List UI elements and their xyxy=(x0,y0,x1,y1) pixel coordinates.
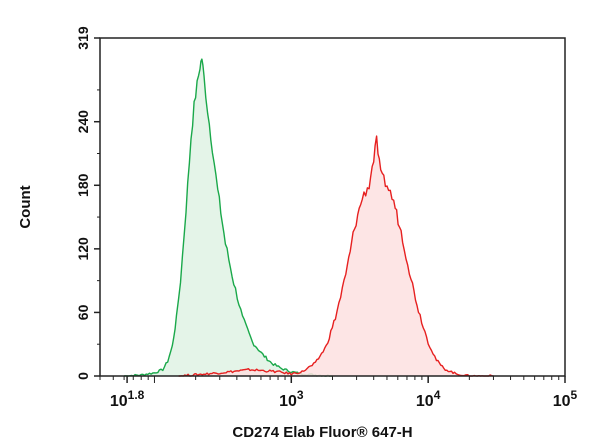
series-layer xyxy=(124,58,494,377)
x-axis-title: CD274 Elab Fluor® 647-H xyxy=(232,424,412,441)
y-axis-title: Count xyxy=(17,185,34,228)
ticks-layer: 0 60 120 180 240 319 101.8 103 104 105 xyxy=(75,26,578,410)
x-tick-label: 105 xyxy=(553,388,578,410)
series-1-line xyxy=(178,135,494,377)
series-0-fill xyxy=(124,59,333,376)
series-1-fill xyxy=(178,136,494,376)
x-tick-label: 103 xyxy=(279,388,304,410)
x-tick-label: 104 xyxy=(416,388,441,410)
series-0-line xyxy=(124,58,333,377)
y-tick-label: 180 xyxy=(75,173,91,197)
y-tick-label: 120 xyxy=(75,237,91,261)
y-tick-label: 240 xyxy=(75,110,91,134)
y-tick-label: 60 xyxy=(75,304,91,320)
x-tick-label: 101.8 xyxy=(110,388,145,410)
y-tick-label: 319 xyxy=(75,26,91,50)
y-tick-label: 0 xyxy=(75,372,91,380)
